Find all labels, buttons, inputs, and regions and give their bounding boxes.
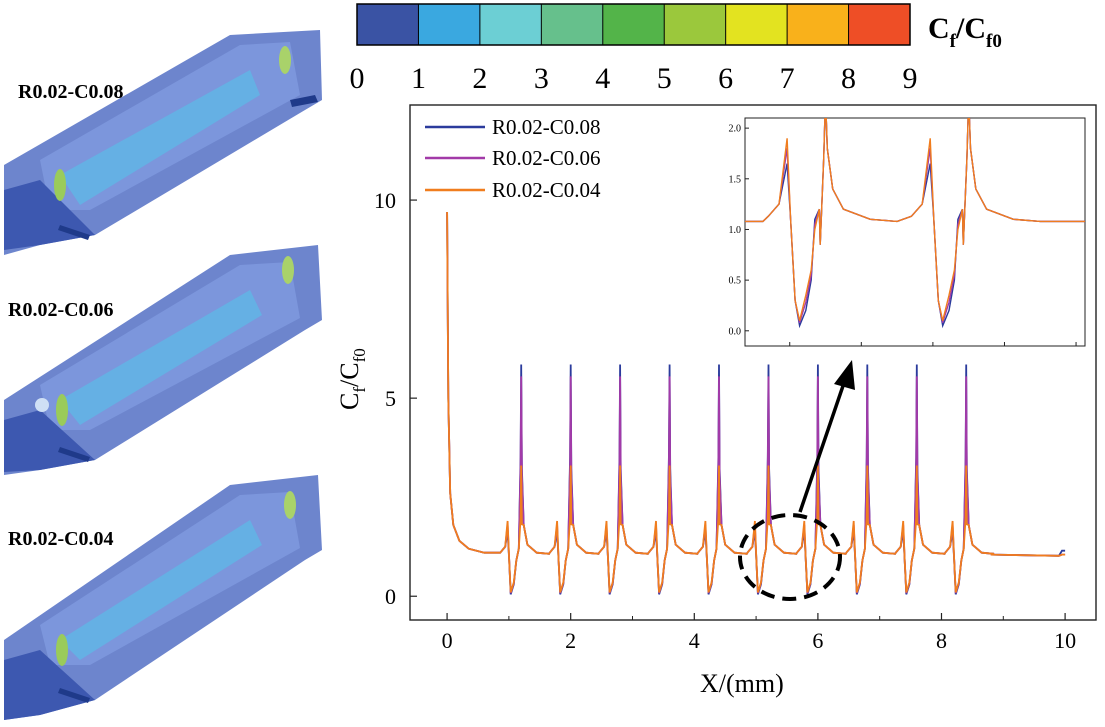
colorbar-title-sub2: f0 <box>986 31 1002 52</box>
plot-frame <box>409 104 1097 621</box>
legend-label-3: R0.02-C0.04 <box>492 178 601 202</box>
colorbar-segment <box>357 4 419 45</box>
x-tick-label: 0 <box>442 628 453 653</box>
colorbar-segment <box>541 4 603 45</box>
inset-axes: 0.0 0.5 1.0 1.5 2.0 <box>729 124 1077 346</box>
colorbar-tick-labels: 0 1 2 3 4 5 6 7 8 9 <box>350 4 918 95</box>
colorbar-segment <box>664 4 726 45</box>
x-tick-label: 2 <box>565 628 576 653</box>
colorbar-tick-label: 1 <box>411 62 426 95</box>
model-label-3: R0.02-C0.04 <box>8 528 114 550</box>
legend: R0.02-C0.08 R0.02-C0.06 R0.02-C0.04 <box>425 115 601 202</box>
y-axis-title-sub1: f <box>350 387 369 393</box>
inset-y-tick-label: 1.5 <box>729 174 742 185</box>
x-axis-title: X/(mm) <box>700 669 784 698</box>
model-label-1: R0.02-C0.08 <box>18 81 124 103</box>
inset-series <box>745 118 1085 329</box>
y-tick-label: 5 <box>385 386 396 411</box>
legend-label-1: R0.02-C0.08 <box>492 115 601 139</box>
colorbar-segment <box>418 4 480 45</box>
zoom-arrow-line <box>798 379 847 513</box>
colorbar-tick-label: 6 <box>718 62 733 95</box>
x-tick-label: 10 <box>1054 628 1076 653</box>
y-axis-title: Cf/Cf0 <box>335 348 369 410</box>
colorbar-title-sub1: f <box>950 31 957 52</box>
model-render-2 <box>4 245 322 475</box>
series-group <box>446 211 1066 595</box>
inset-y-tick-label: 0.5 <box>729 276 742 287</box>
colorbar-title-slash: /C <box>955 12 986 45</box>
model-label-2: R0.02-C0.06 <box>8 299 114 321</box>
model-render-3 <box>4 475 322 720</box>
legend-label-2: R0.02-C0.06 <box>492 146 601 170</box>
colorbar-tick-label: 4 <box>595 62 610 95</box>
colorbar-segment <box>848 4 910 45</box>
y-tick-label: 0 <box>385 584 396 609</box>
x-tick-label: 8 <box>936 628 947 653</box>
colorbar-segment <box>787 4 849 45</box>
y-tick-label: 10 <box>374 188 396 213</box>
colorbar-tick-label: 8 <box>841 62 856 95</box>
colorbar-tick-label: 5 <box>657 62 672 95</box>
y-axis-title-slash: /C <box>335 362 364 387</box>
inset-series-line-3 <box>745 118 1085 321</box>
inset-y-tick-label: 1.0 <box>729 225 742 236</box>
colorbar-segment <box>479 4 542 45</box>
inset-y-tick-label: 2.0 <box>729 124 742 135</box>
colorbar <box>356 3 911 46</box>
zoom-highlight-ellipse <box>738 513 842 601</box>
y-axis-title-sub2: f0 <box>350 348 369 362</box>
inset-y-tick-label: 0.0 <box>729 326 742 337</box>
colorbar-tick-label: 7 <box>780 62 795 95</box>
colorbar-segment <box>602 4 665 45</box>
colorbar-tick-label: 2 <box>472 62 487 95</box>
colorbar-title: Cf/Cf0 <box>928 12 1002 52</box>
axes: 0 2 4 6 8 10 0 5 10 <box>374 188 1076 653</box>
x-tick-label: 6 <box>812 628 823 653</box>
colorbar-segment <box>725 4 788 45</box>
y-axis-title-main: C <box>335 393 364 410</box>
zoom-arrow-head <box>834 360 855 390</box>
series-line-3 <box>446 211 1066 593</box>
colorbar-tick-label: 0 <box>350 62 365 95</box>
model-render-1 <box>4 30 322 255</box>
colorbar-title-main: C <box>928 12 950 45</box>
colorbar-tick-label: 3 <box>534 62 549 95</box>
colorbar-tick-label: 9 <box>903 62 918 95</box>
inset-frame <box>744 117 1086 347</box>
x-tick-label: 4 <box>689 628 700 653</box>
